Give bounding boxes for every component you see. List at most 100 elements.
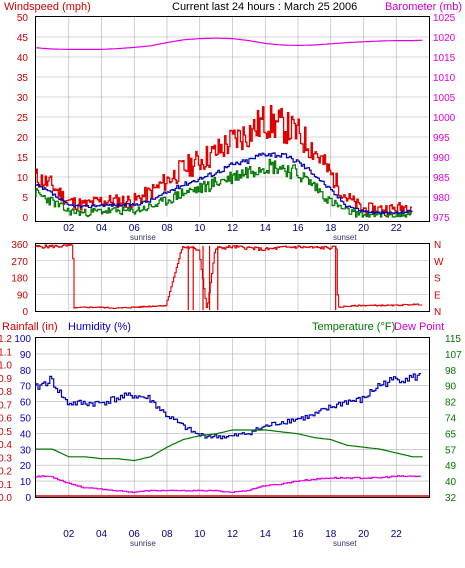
- humidity-tick-label: 60: [20, 398, 32, 409]
- x-tick-label: 02: [63, 529, 75, 540]
- x-tick-label: 10: [194, 529, 206, 540]
- temperature-axis-title: Temperature (°F): [312, 321, 395, 333]
- barometer-line: [35, 37, 423, 50]
- temperature-tick-label: 74: [445, 414, 457, 425]
- barometer-tick-label: 995: [433, 133, 450, 144]
- barometer-tick-label: 1015: [433, 53, 456, 64]
- humidity-axis-title: Humidity (%): [68, 321, 131, 333]
- windspeed-tick-label: 45: [17, 33, 29, 44]
- humidity-line: [35, 373, 422, 440]
- x-tick-label: 12: [227, 223, 239, 234]
- rainfall-tick-label: 0.3: [0, 453, 12, 464]
- compass-tick-label: N: [434, 307, 441, 318]
- windspeed-low-line: [35, 158, 412, 218]
- barometer-tick-label: 1025: [433, 13, 456, 24]
- barometer-tick-label: 985: [433, 173, 450, 184]
- barometer-tick-label: 975: [433, 213, 450, 224]
- x-tick-label: 06: [129, 529, 141, 540]
- x-tick-label: 04: [96, 223, 108, 234]
- humidity-tick-label: 100: [14, 334, 31, 345]
- x-tick-label: 08: [161, 529, 173, 540]
- temperature-line: [36, 429, 423, 462]
- windspeed-tick-label: 5: [22, 193, 28, 204]
- humidity-panel-frame: [35, 337, 430, 498]
- direction-tick-label: 360: [11, 240, 28, 251]
- x-tick-label: 04: [96, 529, 108, 540]
- x-tick-label: 22: [391, 529, 403, 540]
- humidity-tick-label: 70: [20, 382, 32, 393]
- temperature-tick-label: 107: [445, 350, 462, 361]
- x-tick-label: 10: [194, 223, 206, 234]
- windspeed-average-line: [35, 152, 413, 215]
- rainfall-axis-title: Rainfall (in): [2, 321, 58, 333]
- compass-tick-label: S: [434, 274, 441, 285]
- temperature-tick-label: 40: [445, 477, 457, 488]
- direction-tick-label: 90: [17, 290, 29, 301]
- sunset-label: sunset: [333, 233, 357, 242]
- rainfall-tick-label: 0.7: [0, 400, 12, 411]
- x-tick-label: 08: [161, 223, 173, 234]
- temperature-tick-label: 32: [445, 493, 457, 504]
- barometer-axis-title: Barometer (mb): [385, 1, 462, 13]
- rainfall-tick-label: 0.2: [0, 467, 12, 478]
- rainfall-tick-label: 1.1: [0, 347, 12, 358]
- x-tick-label: 14: [260, 223, 272, 234]
- x-tick-label: 18: [325, 223, 337, 234]
- rainfall-tick-label: 0.5: [0, 427, 12, 438]
- barometer-tick-label: 980: [433, 193, 450, 204]
- x-tick-label: 16: [292, 223, 304, 234]
- temperature-tick-label: 65: [445, 429, 457, 440]
- windspeed-tick-label: 25: [17, 113, 29, 124]
- windspeed-tick-label: 35: [17, 73, 29, 84]
- compass-tick-label: N: [434, 240, 441, 251]
- x-tick-label: 16: [292, 529, 304, 540]
- windspeed-gust-line: [35, 104, 412, 216]
- direction-panel-frame: [35, 243, 430, 312]
- wind-direction-line: [35, 243, 423, 310]
- temperature-tick-label: 57: [445, 445, 457, 456]
- temperature-tick-label: 98: [445, 366, 457, 377]
- direction-tick-label: 0: [22, 307, 28, 318]
- windspeed-tick-label: 50: [17, 13, 29, 24]
- x-tick-label: 12: [227, 529, 239, 540]
- windspeed-tick-label: 30: [17, 93, 29, 104]
- temperature-tick-label: 115: [445, 334, 461, 345]
- rainfall-tick-label: 0.9: [0, 374, 12, 385]
- windspeed-tick-label: 10: [17, 173, 29, 184]
- x-tick-label: 20: [358, 223, 370, 234]
- compass-tick-label: W: [434, 257, 444, 268]
- temperature-tick-label: 49: [445, 461, 457, 472]
- windspeed-tick-label: 20: [17, 133, 29, 144]
- barometer-tick-label: 1010: [433, 73, 456, 84]
- x-tick-label: 06: [129, 223, 141, 234]
- barometer-tick-label: 990: [433, 153, 450, 164]
- chart-title: Current last 24 hours : March 25 2006: [172, 1, 357, 13]
- x-tick-label: 18: [325, 529, 337, 540]
- wind-panel-frame: [35, 16, 430, 222]
- humidity-tick-label: 20: [20, 461, 32, 472]
- x-tick-label: 20: [358, 529, 370, 540]
- x-tick-label: 22: [391, 223, 403, 234]
- barometer-tick-label: 1020: [433, 33, 456, 44]
- rainfall-tick-label: 0.4: [0, 440, 12, 451]
- windspeed-tick-label: 40: [17, 53, 29, 64]
- x-tick-label: 02: [63, 223, 75, 234]
- humidity-tick-label: 50: [20, 414, 32, 425]
- sunrise-label-bottom: sunrise: [130, 539, 156, 548]
- windspeed-tick-label: 15: [17, 153, 29, 164]
- rainfall-tick-label: 0.6: [0, 414, 12, 425]
- rainfall-tick-label: 0.8: [0, 387, 12, 398]
- sunrise-label: sunrise: [130, 233, 156, 242]
- dewpoint-line: [35, 475, 422, 494]
- humidity-tick-label: 90: [20, 350, 32, 361]
- barometer-tick-label: 1000: [433, 113, 456, 124]
- compass-tick-label: E: [434, 290, 441, 301]
- humidity-tick-label: 10: [20, 477, 32, 488]
- windspeed-axis-title: Windspeed (mph): [4, 1, 91, 13]
- humidity-tick-label: 30: [20, 445, 32, 456]
- dewpoint-axis-title: Dew Point: [394, 321, 444, 333]
- rainfall-tick-label: 0.1: [0, 480, 12, 491]
- barometer-tick-label: 1005: [433, 93, 456, 104]
- humidity-tick-label: 80: [20, 366, 32, 377]
